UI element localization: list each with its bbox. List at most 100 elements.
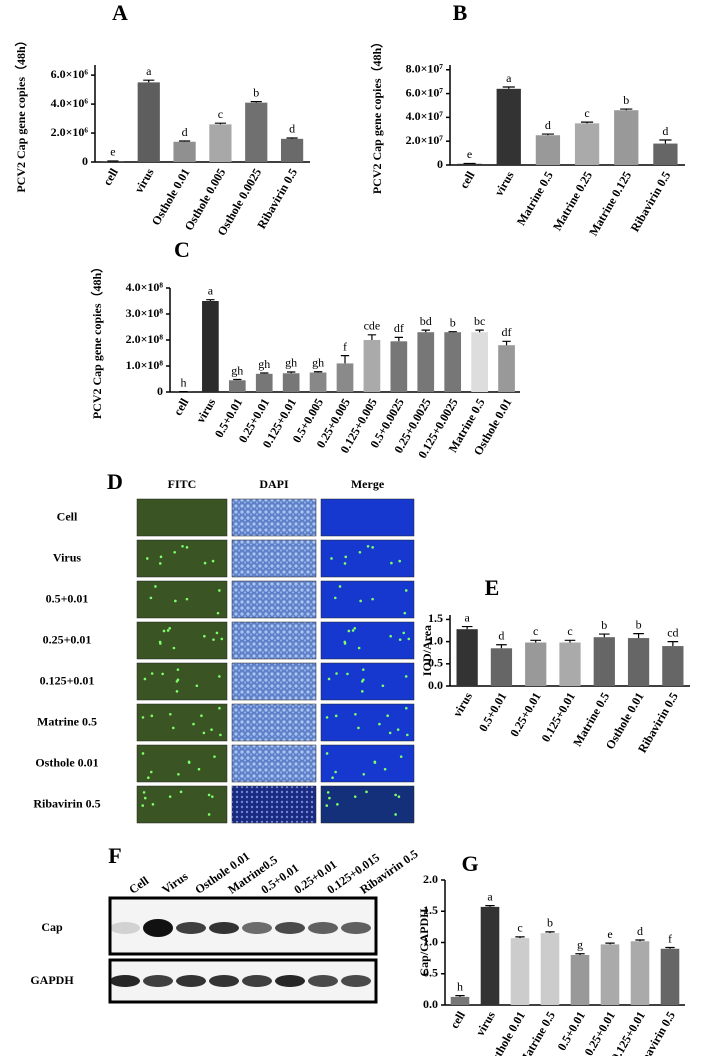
- significance-label: cd: [667, 625, 678, 639]
- x-tick-label: virus: [132, 166, 157, 196]
- blot-band: [308, 975, 338, 987]
- significance-label: e: [110, 145, 115, 159]
- bar: [496, 88, 521, 165]
- fluorescent-spot: [162, 629, 166, 633]
- row-label: Matrine 0.5: [37, 714, 97, 728]
- bar: [202, 301, 219, 392]
- fluorescent-spot: [200, 714, 203, 718]
- bar: [662, 646, 684, 686]
- micrograph: [136, 498, 228, 537]
- micrograph: [320, 621, 415, 660]
- fluorescent-spot: [176, 668, 180, 671]
- micrograph: [231, 498, 317, 537]
- y-tick-label: 1.0×10⁸: [126, 358, 164, 372]
- bar: [209, 124, 232, 162]
- fluorescent-spot: [141, 752, 145, 755]
- fluorescent-spot: [328, 796, 331, 800]
- bar: [309, 372, 327, 392]
- blot-band: [176, 975, 206, 987]
- significance-label: d: [498, 628, 504, 642]
- y-axis-label: PCV2 Cap gene copies（48h）: [89, 261, 104, 419]
- fluorescent-spot: [145, 557, 149, 560]
- row-label: 0.5+0.01: [46, 591, 89, 605]
- error-bar: [620, 108, 633, 111]
- significance-label: bc: [474, 314, 485, 328]
- fluorescent-spot: [406, 733, 409, 737]
- bar: [600, 944, 620, 1005]
- error-bar: [214, 122, 226, 125]
- fluorescent-spot: [334, 714, 338, 718]
- column-label: FITC: [168, 477, 197, 491]
- fluorescent-spot: [159, 642, 162, 645]
- y-tick-label: 4.0×10⁶: [51, 96, 89, 110]
- micrograph: [136, 621, 228, 660]
- x-tick-label: Matrine 0.5: [514, 169, 556, 228]
- fluorescent-spot: [185, 597, 189, 601]
- bar: [559, 642, 581, 686]
- significance-label: e: [467, 147, 472, 161]
- error-bar: [206, 299, 215, 301]
- micrograph: [320, 662, 415, 701]
- error-bar: [515, 936, 525, 939]
- significance-label: g: [577, 938, 583, 952]
- y-tick-label: 0: [82, 154, 88, 168]
- fluorescent-spot: [388, 731, 392, 735]
- y-tick-label: 1.5: [423, 903, 438, 917]
- bar: [540, 933, 560, 1005]
- y-tick-label: 0.0: [428, 678, 443, 692]
- fluorescent-spot: [359, 599, 362, 603]
- micrograph: [136, 580, 228, 619]
- bar: [280, 138, 304, 162]
- error-bar: [659, 139, 672, 144]
- significance-label: df: [502, 325, 512, 339]
- micrograph: [320, 498, 415, 537]
- y-tick-label: 4.0×10⁷: [406, 109, 444, 123]
- fluorescent-spot: [362, 772, 366, 776]
- error-bar: [475, 329, 484, 333]
- y-axis-label: PCV2 Cap gene copies（48h）: [13, 34, 28, 192]
- panel-label: D: [107, 469, 123, 494]
- significance-label: c: [517, 921, 522, 935]
- error-bar: [461, 625, 473, 630]
- micrograph: [320, 580, 415, 619]
- lane-label: Virus: [159, 869, 190, 897]
- significance-label: f: [668, 931, 672, 945]
- error-bar: [340, 355, 350, 364]
- y-axis-label: IOD/Area: [420, 625, 434, 676]
- fluorescent-spot: [185, 546, 189, 549]
- x-tick-label: virus: [450, 690, 475, 720]
- significance-label: b: [450, 315, 456, 329]
- error-bar: [667, 641, 679, 647]
- fluorescent-spot: [219, 733, 222, 737]
- fluorescent-spot: [353, 627, 357, 630]
- y-tick-label: 0: [157, 384, 163, 398]
- if-panel: D FITC DAPI Merge Cell Virus 0.5+0.01 0.25+0.01…: [33, 469, 415, 824]
- micrograph: [231, 662, 317, 701]
- significance-label: b: [253, 85, 259, 99]
- significance-label: c: [218, 107, 223, 121]
- bar: [417, 332, 435, 392]
- fluorescent-spot: [154, 585, 157, 588]
- fluorescent-spot: [218, 589, 221, 592]
- fluorescent-spot: [150, 672, 154, 675]
- fluorescent-spot: [398, 638, 402, 641]
- fluorescent-spot: [353, 795, 357, 798]
- significance-label: bd: [420, 314, 432, 328]
- fluorescent-spot: [213, 755, 216, 758]
- fluorescent-spot: [179, 790, 183, 794]
- significance-label: e: [607, 927, 612, 941]
- error-bar: [530, 639, 542, 643]
- bar: [593, 637, 615, 686]
- fluorescent-spot: [147, 776, 150, 780]
- micrograph: [136, 703, 228, 742]
- significance-label: b: [547, 916, 553, 930]
- significance-label: b: [601, 618, 607, 632]
- x-tick-label: cell: [100, 165, 121, 188]
- micrograph: [136, 744, 228, 783]
- fluorescent-spot: [166, 629, 170, 632]
- error-bar: [633, 633, 644, 639]
- y-tick-label: 4.0×10⁸: [126, 280, 164, 294]
- significance-label: b: [636, 617, 642, 631]
- row-label: Cap: [41, 920, 63, 934]
- fluorescent-spot: [211, 559, 215, 563]
